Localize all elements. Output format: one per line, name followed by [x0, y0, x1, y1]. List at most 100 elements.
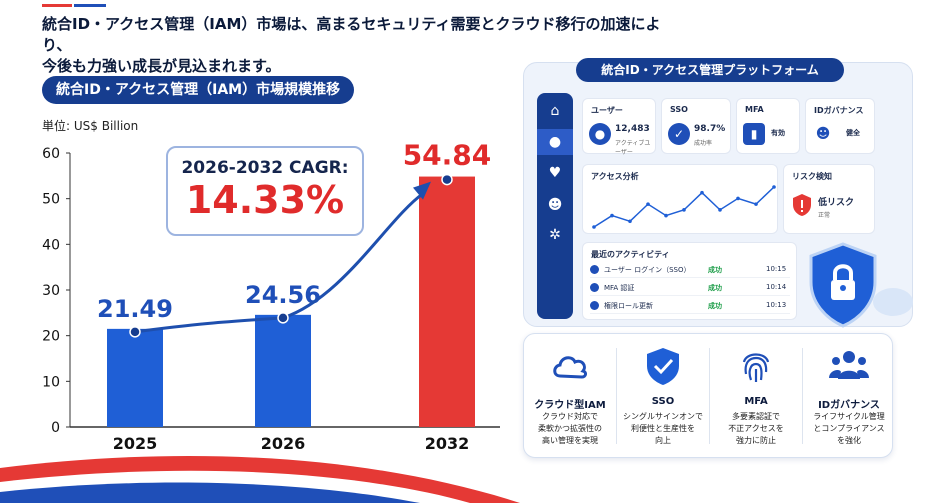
- access-line-chart: [592, 185, 776, 229]
- cagr-callout: 2026-2032 CAGR: 14.33%: [166, 146, 364, 236]
- feature-desc: 多要素認証で 不正アクセスを 強力に防止: [728, 412, 784, 445]
- feature-title: クラウド型IAM: [534, 400, 606, 411]
- x-tick-label-2032: 2032: [425, 434, 470, 453]
- access-series-point: [610, 213, 614, 218]
- activity-event: ユーザー ログイン（SSO）: [604, 266, 691, 274]
- access-series-point: [628, 219, 632, 224]
- gear-icon[interactable]: ✲: [549, 227, 561, 243]
- users-card-title: ユーザー: [591, 106, 623, 115]
- top-accent-line: [42, 4, 106, 7]
- access-analysis-card[interactable]: アクセス分析: [582, 164, 778, 234]
- activity-event: 権限ロール更新: [604, 302, 653, 310]
- trend-point-2032: [441, 173, 453, 186]
- risk-level: 低リスク: [818, 198, 855, 208]
- sso-rate: 98.7%: [694, 124, 726, 134]
- phone-icon: ▮: [743, 123, 765, 145]
- shield-icon[interactable]: ♥: [548, 165, 562, 181]
- headline-line2: 今後も力強い成長が見込まれます。: [42, 57, 281, 75]
- activity-time: 10:13: [766, 301, 787, 309]
- cagr-value: 14.33%: [185, 178, 345, 222]
- access-series-point: [772, 185, 776, 189]
- access-series-point: [682, 208, 686, 212]
- user-icon: [590, 301, 599, 310]
- access-series-point: [592, 225, 596, 229]
- feature-mfa[interactable]: MFA 多要素認証で 不正アクセスを 強力に防止: [710, 334, 802, 459]
- feature-id-governance[interactable]: IDガバナンス ライフサイクル管理 とコンプライアンス を強化: [803, 334, 895, 459]
- alert-shield-icon: [793, 194, 811, 216]
- access-series-point: [754, 202, 758, 206]
- shield-check-icon: [647, 348, 679, 385]
- access-series-point: [646, 202, 650, 206]
- risk-card[interactable]: リスク検知 低リスク 正常: [783, 164, 875, 234]
- dashboard-sidebar: ⌂ ● ♥ ☻ ✲: [537, 93, 573, 319]
- x-tick-label-2026: 2026: [261, 434, 306, 453]
- bar-2032: [419, 176, 475, 427]
- fingerprint-icon: [742, 353, 770, 382]
- access-series-point: [664, 213, 668, 218]
- sso-card[interactable]: SSO ✓ 98.7% 成功率: [661, 98, 731, 154]
- activity-status: 成功: [708, 284, 722, 292]
- access-series-point: [736, 196, 740, 201]
- sso-sub: 成功率: [694, 140, 713, 147]
- activity-event: MFA 認証: [604, 284, 635, 292]
- feature-title: SSO: [651, 396, 675, 407]
- activity-card[interactable]: 最近のアクティビティ: [582, 242, 797, 320]
- check-icon: ✓: [668, 123, 690, 145]
- user-icon: [590, 265, 599, 274]
- activity-row[interactable]: ユーザー ログイン（SSO） 成功 10:15: [590, 262, 790, 278]
- cloud-icon: [553, 356, 587, 379]
- governance-card[interactable]: IDガバナンス ☻ 健全: [805, 98, 875, 154]
- unit-label: 単位: US$ Billion: [42, 119, 139, 133]
- risk-sub: 正常: [818, 212, 831, 219]
- headline: 統合ID・アクセス管理（IAM）市場は、高まるセキュリティ需要とクラウド移行の加…: [42, 14, 662, 77]
- sso-card-title: SSO: [670, 105, 688, 114]
- home-icon[interactable]: ⌂: [550, 103, 560, 119]
- feature-desc: ライフサイクル管理 とコンプライアンス を強化: [813, 412, 885, 445]
- decorative-swoosh: [0, 455, 520, 503]
- risk-card-title: リスク検知: [792, 172, 832, 181]
- feature-desc: シングルサインオンで 利便性と生産性を 向上: [623, 412, 703, 445]
- x-tick-label-2025: 2025: [113, 434, 158, 453]
- mfa-card[interactable]: MFA ▮ 有効: [736, 98, 800, 154]
- lock-shield-icon: [809, 242, 913, 328]
- user-icon: [590, 283, 599, 292]
- y-tick-label: 60: [42, 146, 60, 162]
- users-sub: アクティブユーザー: [615, 140, 651, 156]
- users-icon[interactable]: ☻: [547, 197, 563, 213]
- users-card[interactable]: ユーザー ● 12,483 アクティブユーザー: [582, 98, 656, 156]
- users-count: 12,483: [615, 124, 650, 134]
- activity-row[interactable]: MFA 認証 成功 10:14: [590, 280, 790, 296]
- y-tick-label: 10: [42, 374, 60, 390]
- governance-card-title: IDガバナンス: [814, 106, 864, 115]
- bar-2025: [107, 328, 163, 427]
- feature-title: IDガバナンス: [818, 400, 880, 411]
- access-series-point: [700, 190, 704, 195]
- user-icon: ●: [589, 123, 611, 145]
- y-tick-label: 30: [42, 283, 60, 299]
- y-tick-label: 0: [51, 420, 60, 436]
- trend-arrowhead: [413, 181, 431, 200]
- y-tick-label: 50: [42, 192, 60, 208]
- mfa-card-title: MFA: [745, 105, 764, 114]
- chart-title: 統合ID・アクセス管理（IAM）市場規模推移: [42, 76, 355, 104]
- activity-row[interactable]: 権限ロール更新 成功 10:13: [590, 298, 790, 314]
- access-series-line: [593, 186, 775, 228]
- feature-panel: クラウド型IAM クラウド対応で 柔軟かつ拡張性の 高い管理を実現 SSO シングル…: [523, 333, 893, 458]
- feature-desc: クラウド対応で 柔軟かつ拡張性の 高い管理を実現: [538, 412, 602, 445]
- y-tick-label: 20: [42, 329, 60, 345]
- data-label-2025: 21.49: [97, 295, 173, 323]
- feature-cloud-iam[interactable]: クラウド型IAM クラウド対応で 柔軟かつ拡張性の 高い管理を実現: [524, 334, 616, 459]
- user-icon[interactable]: ●: [537, 129, 573, 155]
- headline-line1: 統合ID・アクセス管理（IAM）市場は、高まるセキュリティ需要とクラウド移行の加…: [42, 15, 661, 54]
- users-icon: ☻: [812, 123, 834, 145]
- mfa-status: 有効: [771, 129, 785, 137]
- cagr-label: 2026-2032 CAGR:: [181, 158, 349, 178]
- trend-point-2025: [129, 326, 141, 338]
- platform-title: 統合ID・アクセス管理プラットフォーム: [576, 58, 844, 82]
- activity-time: 10:15: [766, 265, 787, 273]
- activity-title: 最近のアクティビティ: [591, 250, 670, 259]
- feature-sso[interactable]: SSO シングルサインオンで 利便性と生産性を 向上: [617, 334, 709, 459]
- access-card-title: アクセス分析: [591, 172, 639, 181]
- y-tick-label: 40: [42, 237, 60, 253]
